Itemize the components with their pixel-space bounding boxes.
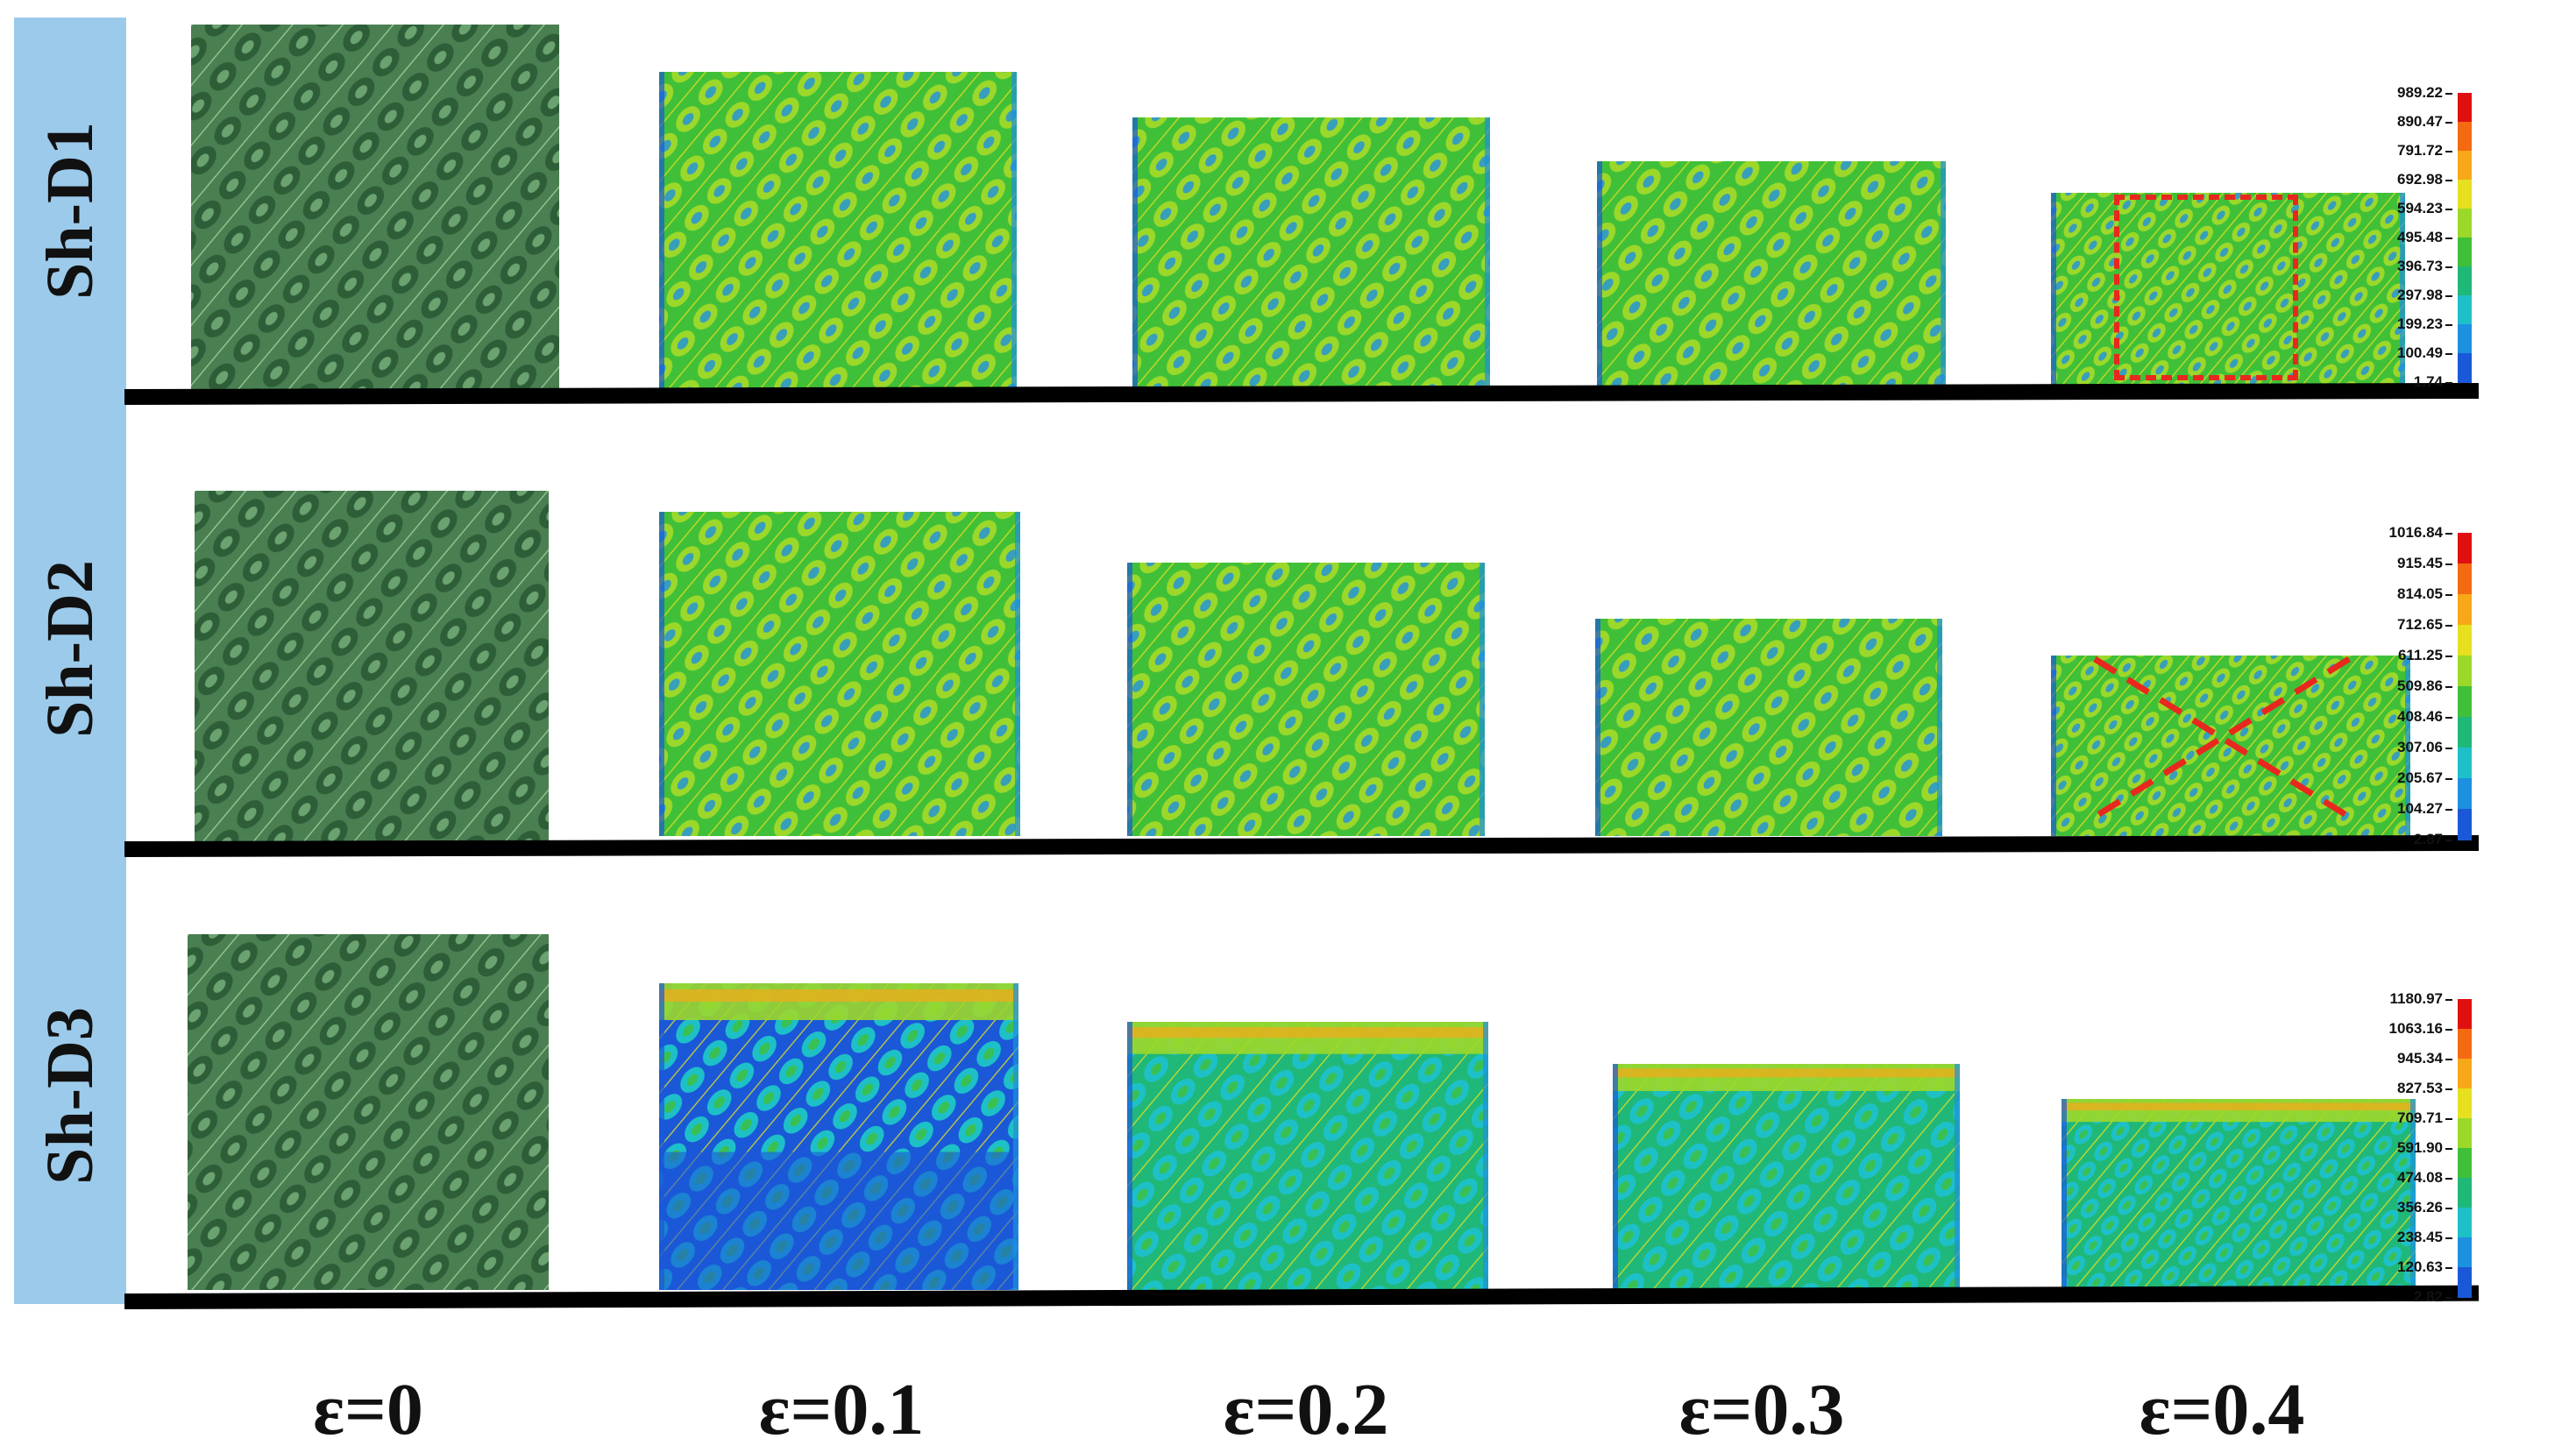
- colorbar-tick-label: 1016.84: [2389, 524, 2452, 542]
- colorbar-swatch: [2458, 93, 2472, 123]
- colorbar-swatch: [2458, 686, 2472, 718]
- colorbar-tick-label: 827.53: [2397, 1080, 2452, 1097]
- colorbar-tick-label: 120.63: [2397, 1258, 2452, 1276]
- colorbar-tick-label: 814.05: [2397, 585, 2452, 603]
- sample-sh-d1-strain-4: [2051, 193, 2405, 386]
- colorbar-tick-label: 945.34: [2397, 1050, 2452, 1067]
- highlight-box-sh-d1: [2114, 195, 2298, 380]
- colorbar-tick-label: 100.49: [2397, 344, 2452, 362]
- row-label-text: Sh-D3: [32, 1006, 107, 1185]
- row-label-sh-d2: Sh-D2: [14, 421, 126, 876]
- colorbar-sh-d2: 1016.84 915.45 814.05 712.65 611.25 509.86 408…: [2358, 524, 2472, 847]
- colorbar-swatch: [2458, 180, 2472, 209]
- colorbar-swatch: [2458, 1029, 2472, 1060]
- colorbar-tick-label: 408.46: [2397, 708, 2452, 726]
- colorbar-tick-label: 238.45: [2397, 1229, 2452, 1246]
- colorbar-tick-label: 712.65: [2397, 616, 2452, 634]
- strain-label-0: ε=0: [313, 1369, 423, 1450]
- colorbar-tick-label: 199.23: [2397, 315, 2452, 333]
- sample-sh-d1-strain-2: [1132, 117, 1490, 389]
- colorbar-tick-label: 1.74: [2414, 373, 2452, 391]
- strain-label-1: ε=0.1: [758, 1369, 925, 1450]
- colorbar-swatch: [2458, 1178, 2472, 1208]
- colorbar-swatch: [2458, 237, 2472, 267]
- colorbar-swatch: [2458, 1237, 2472, 1268]
- colorbar-swatch: [2458, 1148, 2472, 1179]
- row-label-sidebar: [14, 18, 126, 1304]
- strain-label-2: ε=0.2: [1223, 1369, 1389, 1450]
- row-label-sh-d3: Sh-D3: [14, 894, 126, 1297]
- colorbar-swatch: [2458, 1267, 2472, 1298]
- sample-sh-d2-strain-1: [659, 512, 1020, 836]
- colorbar-swatch: [2458, 656, 2472, 687]
- colorbar-tick-label: 495.48: [2397, 229, 2452, 246]
- colorbar-tick-label: 791.72: [2397, 142, 2452, 159]
- colorbar-swatch: [2458, 625, 2472, 656]
- colorbar-tick-label: 890.47: [2397, 113, 2452, 131]
- colorbar-swatch: [2458, 533, 2472, 564]
- highlight-cross-sh-d2: [2093, 656, 2351, 819]
- sample-sh-d1-strain-0: [191, 25, 559, 389]
- colorbar-tick-label: 205.67: [2397, 769, 2452, 787]
- colorbar-swatch: [2458, 266, 2472, 296]
- colorbar-sh-d1: 989.22 890.47 791.72 692.98 594.23 495.48 396.…: [2358, 84, 2472, 390]
- sample-sh-d2-strain-0: [195, 491, 549, 841]
- colorbar-swatch: [2458, 778, 2472, 810]
- colorbar-tick-label: 356.26: [2397, 1199, 2452, 1216]
- sample-sh-d1-strain-1: [659, 72, 1017, 389]
- colorbar-swatch: [2458, 122, 2472, 152]
- sample-sh-d3-strain-2: [1127, 1022, 1488, 1290]
- strain-label-3: ε=0.3: [1678, 1369, 1845, 1450]
- colorbar-tick-label: 2.87: [2414, 831, 2452, 848]
- colorbar-tick-label: 297.98: [2397, 287, 2452, 304]
- colorbar-tick-label: 989.22: [2397, 84, 2452, 102]
- colorbar-tick-label: 611.25: [2398, 647, 2452, 664]
- colorbar-tick-label: 591.90: [2397, 1139, 2452, 1157]
- colorbar-tick-label: 1063.16: [2389, 1020, 2452, 1038]
- colorbar-swatch: [2458, 324, 2472, 354]
- colorbar-swatch: [2458, 563, 2472, 595]
- colorbar-swatch: [2458, 809, 2472, 840]
- colorbar-tick-label: 509.86: [2397, 677, 2452, 695]
- colorbar-swatch: [2458, 1059, 2472, 1089]
- colorbar-tick-label: 1180.97: [2389, 990, 2452, 1008]
- colorbar-tick-label: 594.23: [2397, 200, 2452, 217]
- colorbar-tick-label: 915.45: [2397, 555, 2452, 572]
- colorbar-swatch: [2458, 1208, 2472, 1238]
- row-label-text: Sh-D2: [32, 559, 107, 738]
- colorbar-swatch: [2458, 999, 2472, 1030]
- sample-sh-d2-strain-2: [1127, 563, 1485, 836]
- colorbar-swatch: [2458, 717, 2472, 748]
- colorbar-sh-d3: 1180.97 1063.16 945.34 827.53 709.71 591.90 47…: [2358, 990, 2472, 1305]
- colorbar-swatch: [2458, 1118, 2472, 1149]
- colorbar-tick-label: 709.71: [2397, 1109, 2452, 1127]
- row-label-sh-d1: Sh-D1: [14, 18, 126, 403]
- sample-sh-d3-strain-0: [188, 934, 549, 1290]
- sample-sh-d2-strain-3: [1595, 619, 1942, 836]
- colorbar-tick-label: 692.98: [2397, 171, 2452, 188]
- colorbar-swatch: [2458, 594, 2472, 626]
- colorbar-swatch: [2458, 295, 2472, 325]
- colorbar-tick-label: 396.73: [2397, 258, 2452, 275]
- sample-sh-d3-strain-4: [2062, 1099, 2416, 1290]
- sample-sh-d3-strain-1: [659, 983, 1018, 1290]
- colorbar-tick-label: 104.27: [2397, 800, 2452, 818]
- colorbar-swatch: [2458, 748, 2472, 779]
- sample-sh-d3-strain-3: [1613, 1064, 1960, 1290]
- colorbar-tick-label: 2.82: [2414, 1288, 2452, 1306]
- colorbar-swatch: [2458, 209, 2472, 238]
- colorbar-swatch: [2458, 353, 2472, 383]
- colorbar-tick-label: 474.08: [2397, 1169, 2452, 1187]
- colorbar-swatch: [2458, 151, 2472, 181]
- colorbar-swatch: [2458, 1088, 2472, 1119]
- row-label-text: Sh-D1: [32, 121, 107, 300]
- colorbar-tick-label: 307.06: [2397, 739, 2452, 756]
- sample-sh-d1-strain-3: [1597, 161, 1946, 389]
- strain-label-4: ε=0.4: [2139, 1369, 2305, 1450]
